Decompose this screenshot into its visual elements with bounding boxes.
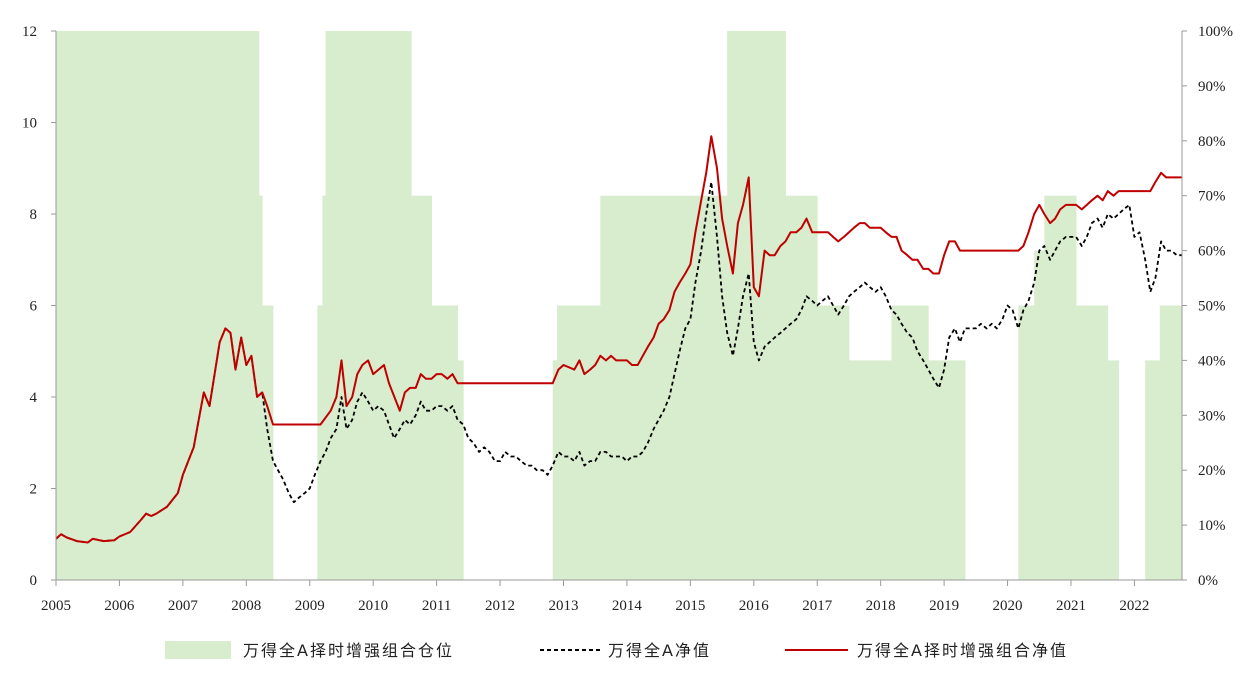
y-right-tick-label: 30%	[1198, 408, 1226, 424]
position-bar-16	[891, 305, 929, 580]
position-bar-23	[1145, 360, 1161, 580]
x-tick-label: 2012	[485, 598, 515, 614]
position-bar-22	[1107, 360, 1119, 580]
x-tick-label: 2014	[612, 598, 643, 614]
x-tick-label: 2011	[422, 598, 451, 614]
y-right-tick-label: 80%	[1198, 134, 1226, 150]
legend: 万得全A择时增强组合仓位 万得全A净值 万得全A择时增强组合净值	[165, 641, 1068, 660]
position-bar-14	[817, 305, 850, 580]
y-left-tick-label: 2	[30, 482, 38, 498]
position-area-group	[56, 31, 1183, 580]
position-bar-1	[258, 195, 263, 580]
position-bar-17	[928, 360, 966, 580]
y-right-tick-label: 40%	[1198, 353, 1226, 369]
legend-label-position: 万得全A择时增强组合仓位	[243, 641, 454, 660]
x-tick-label: 2006	[104, 598, 135, 614]
position-bar-8	[457, 360, 464, 580]
position-bar-0	[56, 31, 260, 580]
strategy-nav-line	[55, 135, 1182, 544]
y-left-tick-label: 10	[22, 116, 37, 132]
x-tick-label: 2009	[295, 598, 325, 614]
y-left-tick-label: 4	[30, 390, 38, 406]
position-bar-13	[785, 195, 818, 580]
y-left-tick-label: 12	[22, 24, 37, 40]
x-tick-label: 2016	[739, 598, 770, 614]
y-right-tick-label: 70%	[1198, 189, 1226, 205]
position-bar-9	[552, 360, 558, 580]
position-bar-20	[1044, 195, 1077, 580]
legend-swatch-position	[165, 641, 231, 659]
x-tick-label: 2005	[41, 598, 71, 614]
position-bar-21	[1076, 305, 1109, 580]
y-left-tick-label: 6	[30, 299, 38, 315]
y-right-tick-label: 10%	[1198, 518, 1226, 534]
position-bar-24	[1159, 305, 1183, 580]
y-left-tick-label: 0	[30, 573, 38, 589]
position-bar-4	[322, 195, 327, 580]
position-bar-10	[557, 305, 601, 580]
x-tick-label: 2020	[993, 598, 1023, 614]
position-bar-19	[1034, 250, 1045, 580]
x-tick-label: 2008	[231, 598, 261, 614]
x-tick-label: 2018	[866, 598, 896, 614]
legend-label-index: 万得全A净值	[608, 641, 711, 660]
series-lines-group	[55, 135, 1182, 544]
position-bar-12	[727, 31, 786, 580]
position-bar-6	[411, 195, 432, 580]
position-bar-3	[317, 305, 323, 580]
x-tick-label: 2007	[168, 598, 199, 614]
y-right-tick-label: 60%	[1198, 244, 1226, 260]
position-bar-11	[600, 195, 728, 580]
position-bar-2	[262, 305, 274, 580]
position-bar-5	[325, 31, 412, 580]
y-right-tick-label: 50%	[1198, 299, 1226, 315]
legend-label-strategy: 万得全A择时增强组合净值	[857, 641, 1068, 660]
x-tick-label: 2017	[802, 598, 833, 614]
x-tick-label: 2019	[929, 598, 959, 614]
x-tick-label: 2010	[358, 598, 388, 614]
position-bar-7	[431, 305, 458, 580]
y-right-tick-label: 100%	[1198, 24, 1233, 40]
x-tick-label: 2021	[1056, 598, 1086, 614]
x-tick-label: 2022	[1119, 598, 1149, 614]
x-tick-label: 2013	[548, 598, 578, 614]
y-right-tick-label: 90%	[1198, 79, 1226, 95]
position-bar-18	[1018, 305, 1035, 580]
axes-group: 0 2 4 6 8 10 12 0% 10% 20% 30% 40% 50% 60% 70% 80% 90% 10…	[22, 24, 1233, 614]
y-right-tick-label: 0%	[1198, 573, 1218, 589]
y-left-tick-label: 8	[30, 207, 38, 223]
x-tick-label: 2015	[675, 598, 705, 614]
y-right-tick-label: 20%	[1198, 463, 1226, 479]
position-bar-15	[848, 360, 892, 580]
